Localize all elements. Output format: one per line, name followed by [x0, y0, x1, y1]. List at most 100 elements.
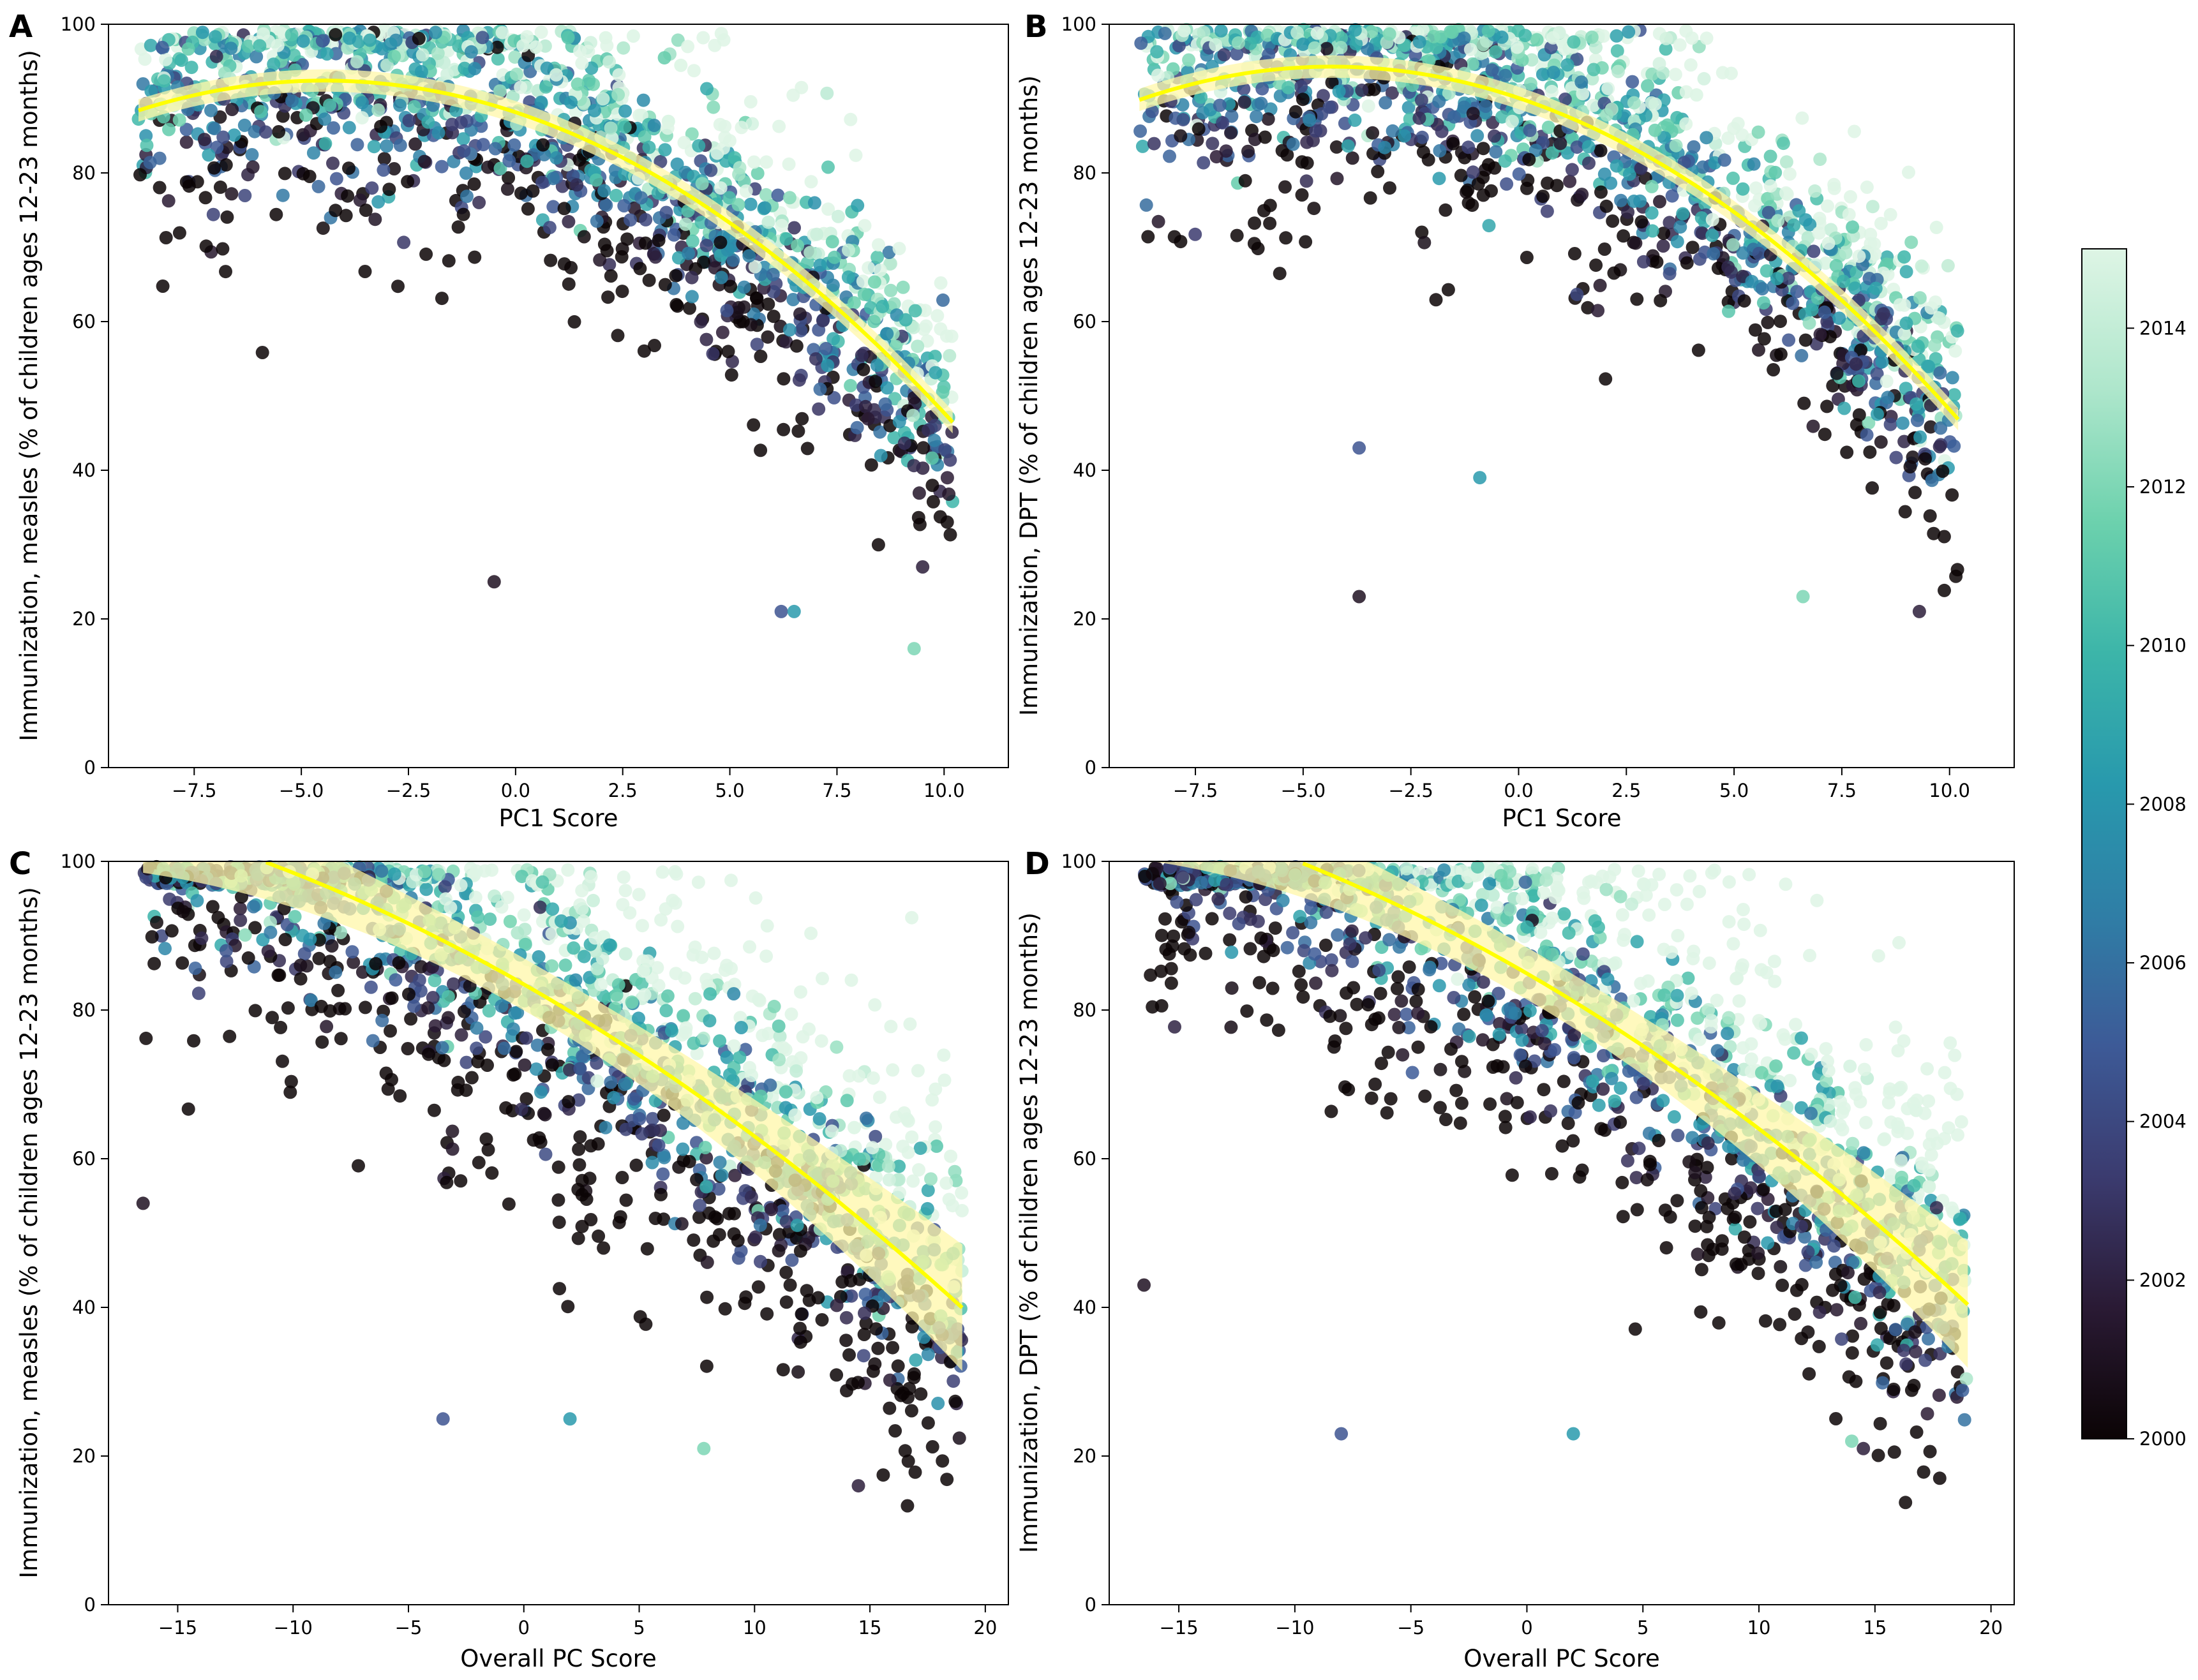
data-point: [1779, 186, 1793, 200]
data-point: [318, 137, 333, 151]
data-point: [1600, 108, 1614, 122]
data-point: [488, 142, 502, 156]
data-point: [507, 138, 521, 152]
data-point: [1783, 167, 1797, 181]
data-point: [1597, 29, 1611, 43]
data-point: [920, 334, 934, 348]
data-point: [502, 1197, 516, 1211]
data-point: [682, 1155, 696, 1168]
data-point: [188, 962, 202, 975]
data-point: [1581, 140, 1596, 154]
data-point: [939, 1176, 953, 1190]
data-point: [1705, 228, 1719, 242]
data-point: [1591, 304, 1605, 318]
data-point: [181, 1102, 195, 1116]
data-point: [227, 128, 241, 142]
data-point: [1135, 139, 1149, 153]
data-point: [412, 31, 426, 45]
y-tick-label: 40: [72, 459, 96, 481]
data-point: [726, 253, 740, 267]
data-point: [874, 449, 888, 463]
y-tick-label: 60: [72, 311, 96, 332]
data-point: [1656, 239, 1670, 253]
data-point: [526, 184, 540, 198]
data-point: [839, 1334, 853, 1348]
data-point: [1546, 66, 1560, 79]
data-point: [248, 1004, 262, 1018]
data-point: [294, 958, 308, 972]
data-point: [1341, 139, 1355, 153]
data-point: [793, 307, 807, 321]
data-point: [1830, 366, 1844, 380]
data-point: [871, 1341, 885, 1355]
data-point: [554, 914, 568, 928]
data-point: [883, 256, 897, 271]
data-point: [1378, 140, 1392, 154]
data-point: [1661, 118, 1675, 132]
data-point: [441, 1011, 455, 1025]
data-point: [542, 221, 557, 235]
data-point: [888, 1424, 902, 1438]
data-point: [692, 1198, 706, 1212]
data-point: [445, 1142, 460, 1156]
data-point: [926, 494, 940, 509]
data-point: [931, 309, 945, 323]
data-point: [882, 1173, 896, 1187]
data-point: [1918, 452, 1932, 466]
data-point: [611, 329, 625, 343]
data-point: [733, 1050, 747, 1064]
data-point: [786, 88, 800, 102]
data-point: [739, 184, 753, 198]
data-point: [451, 220, 465, 234]
data-point: [1767, 363, 1781, 376]
data-point: [1482, 219, 1496, 233]
data-point: [572, 153, 587, 167]
data-point: [840, 1094, 854, 1108]
data-point: [464, 45, 478, 59]
data-point: [750, 338, 764, 352]
data-point: [589, 173, 603, 187]
data-point: [794, 1051, 808, 1065]
data-point: [157, 74, 171, 88]
data-point: [1278, 180, 1292, 194]
data-point: [1636, 255, 1650, 269]
data-point: [1206, 137, 1220, 151]
data-point: [1334, 41, 1348, 54]
data-point: [338, 1002, 352, 1016]
data-point: [604, 1075, 618, 1089]
data-point: [1139, 198, 1153, 212]
data-point: [1763, 149, 1777, 163]
data-point: [442, 254, 456, 268]
data-point: [575, 1219, 589, 1233]
data-point: [632, 888, 646, 902]
data-point: [331, 983, 345, 997]
data-point: [1355, 83, 1369, 97]
data-point: [534, 25, 548, 39]
data-point: [145, 930, 159, 944]
data-point: [624, 213, 638, 227]
data-point: [1676, 207, 1690, 221]
data-point: [517, 908, 531, 922]
data-point: [754, 1254, 767, 1268]
data-point: [612, 68, 626, 82]
data-point: [708, 38, 722, 52]
data-point: [441, 990, 455, 1004]
data-point: [454, 1174, 468, 1188]
data-point: [759, 155, 774, 169]
data-point: [819, 341, 833, 355]
data-point: [1751, 1201, 1765, 1215]
data-point: [722, 1207, 736, 1221]
data-point: [1386, 124, 1400, 138]
data-point: [368, 212, 382, 227]
data-point: [887, 431, 901, 445]
data-point: [445, 1124, 460, 1138]
data-point: [213, 180, 227, 194]
data-point: [1295, 155, 1309, 169]
data-point: [668, 896, 682, 910]
data-point: [500, 182, 514, 196]
y-tick-label: 20: [72, 608, 96, 630]
data-point: [1770, 272, 1784, 286]
data-point: [529, 40, 543, 54]
data-point: [1722, 304, 1735, 318]
data-point: [284, 1074, 298, 1089]
